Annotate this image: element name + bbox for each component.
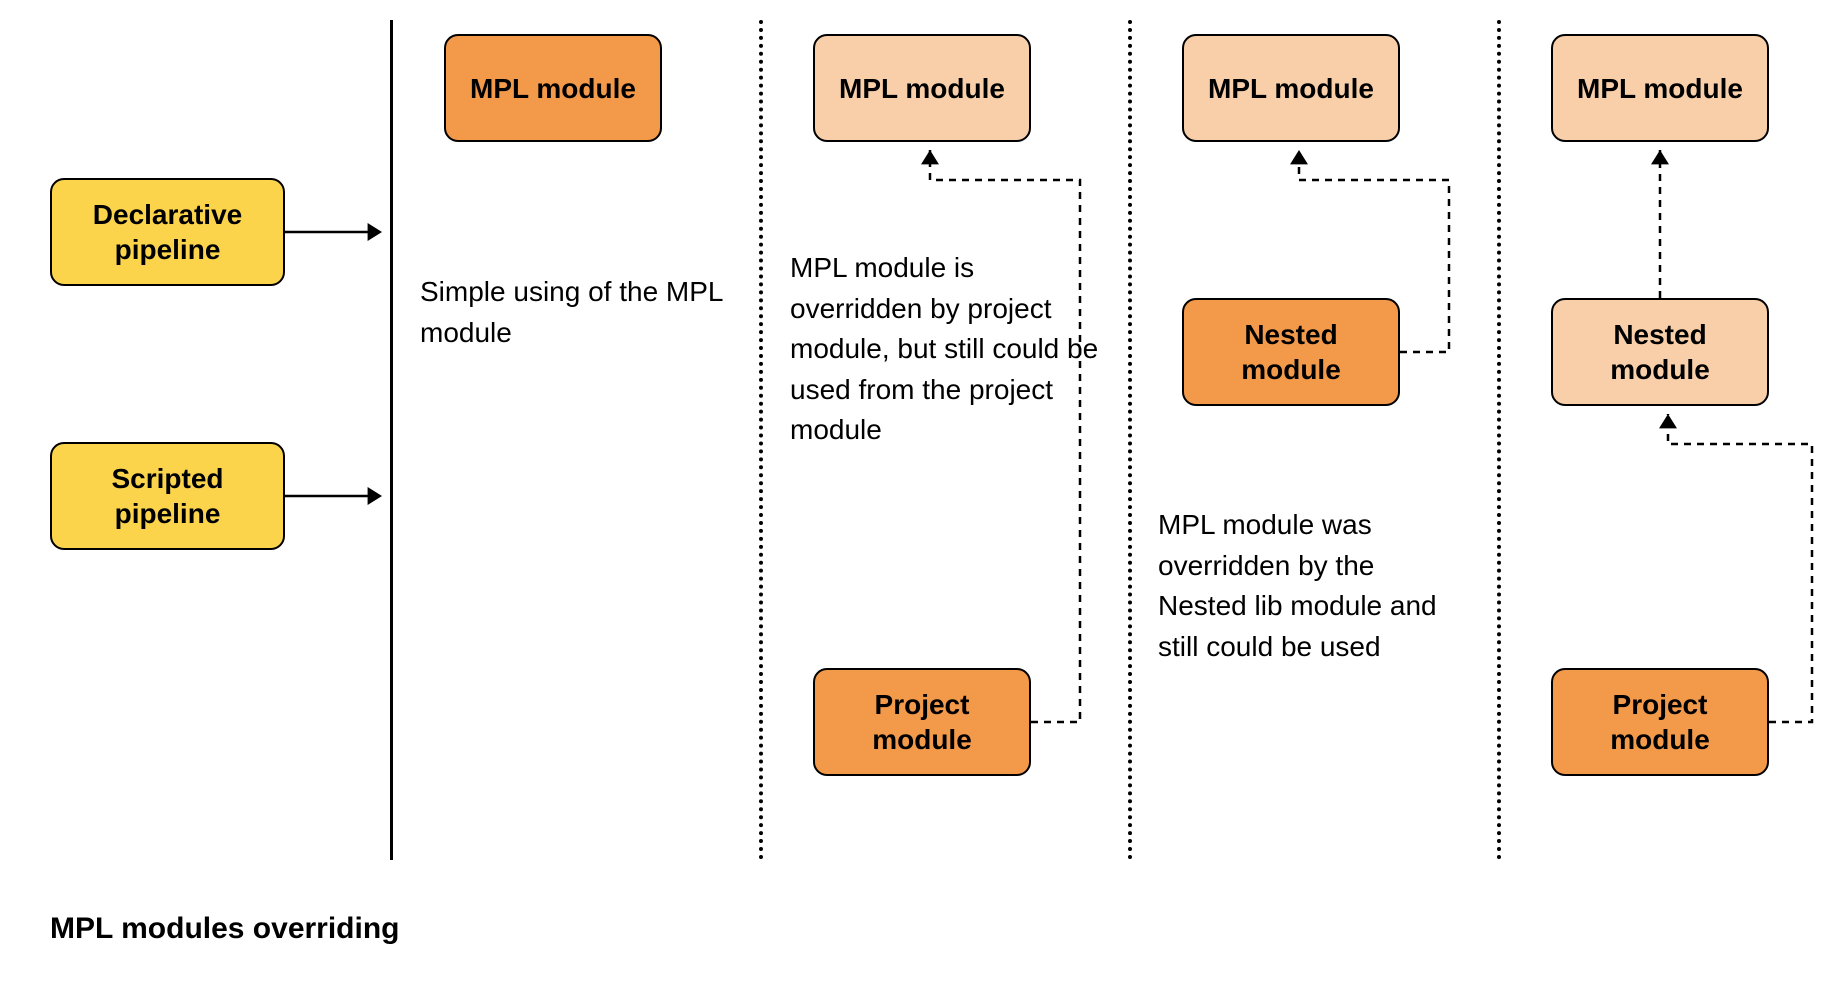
col2-project-module-label: Project module [825,687,1019,757]
col4-project-module-box: Project module [1551,668,1769,776]
col4-nested-module-box: Nested module [1551,298,1769,406]
col3-nested-module-box: Nested module [1182,298,1400,406]
declarative-pipeline-label: Declarative pipeline [62,197,273,267]
col3-mpl-module-box: MPL module [1182,34,1400,142]
divider-solid-1 [390,20,393,860]
col4-mpl-module-box: MPL module [1551,34,1769,142]
declarative-pipeline-box: Declarative pipeline [50,178,285,286]
divider-dotted-3 [1497,20,1501,860]
col3-description: MPL module was overridden by the Nested … [1158,505,1468,667]
col4-mpl-module-label: MPL module [1577,71,1743,106]
scripted-pipeline-label: Scripted pipeline [62,461,273,531]
col2-mpl-module-box: MPL module [813,34,1031,142]
col4-nested-module-label: Nested module [1563,317,1757,387]
col1-mpl-module-box: MPL module [444,34,662,142]
col2-project-module-box: Project module [813,668,1031,776]
divider-dotted-2 [1128,20,1132,860]
col4-project-module-label: Project module [1563,687,1757,757]
col1-mpl-module-label: MPL module [470,71,636,106]
diagram-canvas: Declarative pipeline Scripted pipeline M… [0,0,1826,992]
col3-mpl-module-label: MPL module [1208,71,1374,106]
scripted-pipeline-box: Scripted pipeline [50,442,285,550]
col3-nested-module-label: Nested module [1194,317,1388,387]
col2-mpl-module-label: MPL module [839,71,1005,106]
figure-caption: MPL modules overriding [50,912,400,946]
col2-description: MPL module is overridden by project modu… [790,248,1100,451]
col1-description: Simple using of the MPL module [420,272,730,353]
divider-dotted-1 [759,20,763,860]
